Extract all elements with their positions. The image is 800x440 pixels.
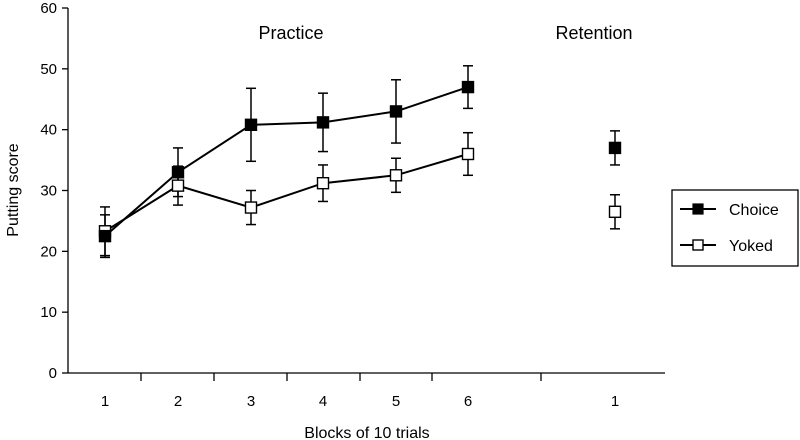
section-label-practice: Practice xyxy=(258,23,323,43)
data-point-choice xyxy=(389,105,403,118)
x-tick-label: 3 xyxy=(247,393,255,410)
section-label-retention: Retention xyxy=(555,23,632,43)
series-layer xyxy=(98,65,622,259)
y-tick-label: 40 xyxy=(40,122,57,139)
y-tick-label: 20 xyxy=(40,243,57,260)
x-tick-label: 5 xyxy=(392,393,400,410)
data-point-choice xyxy=(171,166,185,179)
data-point-choice xyxy=(244,118,258,132)
legend: Choice Yoked xyxy=(671,189,799,267)
data-point-choice xyxy=(98,229,112,243)
data-point-yoked xyxy=(389,169,403,182)
legend-box xyxy=(671,189,799,267)
x-axis-label: Blocks of 10 trials xyxy=(304,425,429,440)
y-tick-label: 30 xyxy=(40,183,57,200)
x-tick-label: 2 xyxy=(174,393,182,410)
y-tick-label: 50 xyxy=(40,61,57,78)
legend-label-choice: Choice xyxy=(729,202,779,219)
x-tick-label: 1 xyxy=(101,393,109,410)
series-line-yoked xyxy=(104,153,469,233)
data-point-yoked xyxy=(171,179,185,192)
legend-marker-choice xyxy=(692,203,704,215)
legend-label-yoked: Yoked xyxy=(729,238,773,255)
x-tick-label: 4 xyxy=(319,393,327,410)
x-tick-label: 6 xyxy=(464,393,472,410)
retention-point-yoked xyxy=(608,205,622,218)
data-point-choice xyxy=(461,80,475,94)
data-point-choice xyxy=(316,116,330,129)
data-point-yoked xyxy=(461,147,475,161)
y-tick-label: 60 xyxy=(40,0,57,17)
y-tick-label: 10 xyxy=(40,304,57,321)
series-line-choice xyxy=(104,86,469,237)
y-tick-label: 0 xyxy=(49,365,57,382)
data-point-yoked xyxy=(316,176,330,190)
retention-point-choice xyxy=(608,141,622,155)
y-axis-label: Putting score xyxy=(5,143,22,236)
x-tick-label: 1 xyxy=(611,393,619,410)
legend-marker-yoked xyxy=(692,239,704,251)
axes: 0 10 20 30 40 50 60 1 2 3 4 5 6 1 xyxy=(40,0,665,410)
data-point-yoked xyxy=(244,201,258,214)
